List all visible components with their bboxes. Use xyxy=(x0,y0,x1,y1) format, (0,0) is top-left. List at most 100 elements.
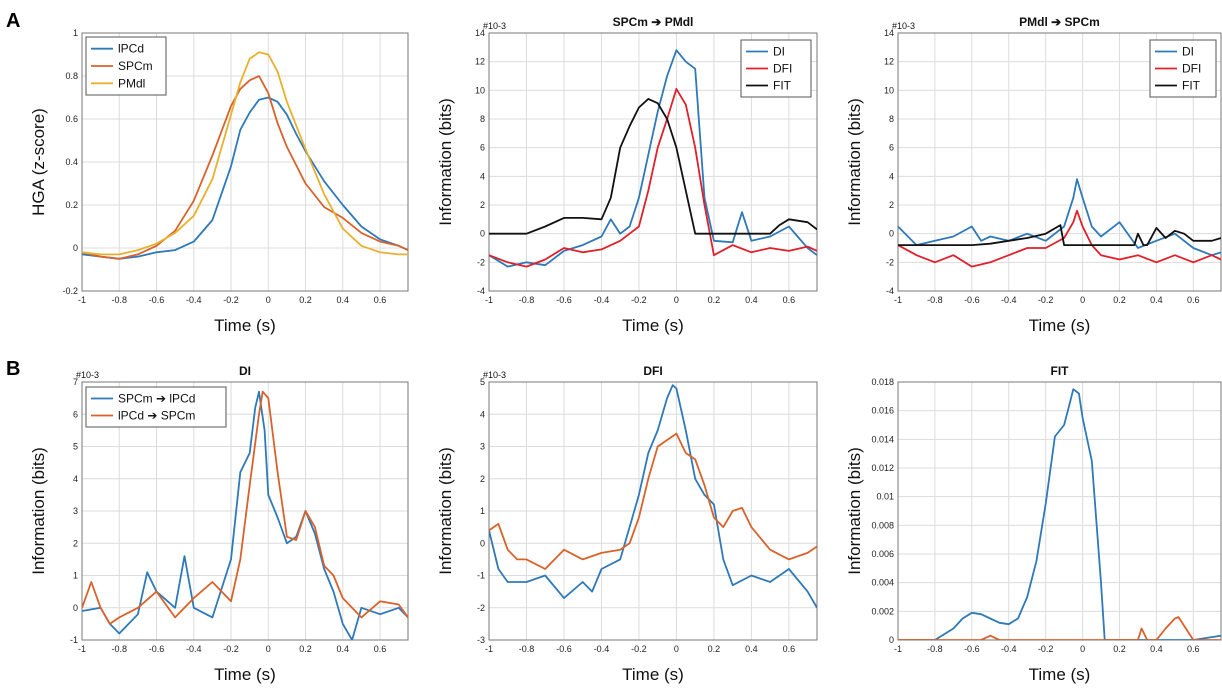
chart-title: FIT xyxy=(1051,364,1070,378)
y-tick-label: 0 xyxy=(889,635,894,645)
legend-entry: lPCd ➔ SPCm xyxy=(118,409,195,423)
y-tick-label: 4 xyxy=(480,171,485,181)
y-tick-label: 4 xyxy=(889,171,894,181)
series-line-2 xyxy=(898,224,1221,246)
series-line-2 xyxy=(82,51,408,256)
plot-frame xyxy=(81,381,409,641)
x-tick-label: 0 xyxy=(266,644,271,654)
x-tick-label: 0.4 xyxy=(337,644,350,654)
y-tick-label: 0.01 xyxy=(876,492,894,502)
series-line-0 xyxy=(82,390,408,640)
y-tick-label: 0.8 xyxy=(65,71,78,81)
y-tick-label: 0 xyxy=(889,229,894,239)
y-tick-label: 0.6 xyxy=(65,114,78,124)
y-tick-label: -2 xyxy=(886,257,894,267)
axis-scale-note: #10-3 xyxy=(483,370,506,380)
x-tick-label: -1 xyxy=(894,295,902,305)
series-line-1 xyxy=(898,209,1221,268)
x-axis-label: Time (s) xyxy=(622,665,684,684)
chart-title: PMdl ➔ SPCm xyxy=(1019,15,1100,29)
x-axis-label: Time (s) xyxy=(214,665,276,684)
y-tick-label: 6 xyxy=(889,143,894,153)
chart-panel-3: -1 -0.8 -0.6 -0.4 -0.2 0 0.2 0.4 0.6 -1 0 1 2 3 4 5 6 7 DI… xyxy=(29,364,409,684)
y-tick-label: 10 xyxy=(884,85,894,95)
x-tick-label: -0.2 xyxy=(1038,644,1054,654)
y-tick-label: 14 xyxy=(475,28,485,38)
x-tick-label: -0.8 xyxy=(927,644,943,654)
chart-panel-2: -1 -0.8 -0.6 -0.4 -0.2 0 0.2 0.4 0.6 -4 -2 0 2 4 6 8 10 1… xyxy=(845,15,1222,335)
y-tick-label: -4 xyxy=(886,286,894,296)
series-line-0 xyxy=(489,384,817,609)
x-tick-label: -0.8 xyxy=(927,295,943,305)
chart-title: DI xyxy=(239,364,251,378)
x-tick-label: -1 xyxy=(78,644,86,654)
x-tick-label: -0.4 xyxy=(186,644,202,654)
plot-frame xyxy=(488,32,818,292)
x-tick-label: 0.6 xyxy=(783,644,796,654)
series-line-0 xyxy=(489,49,817,268)
axis-scale-note: #10-3 xyxy=(76,370,99,380)
y-axis-label: Information (bits) xyxy=(436,447,455,575)
x-tick-label: 0.4 xyxy=(1150,644,1163,654)
y-axis-label: Information (bits) xyxy=(845,98,864,226)
y-tick-label: 0.014 xyxy=(871,434,894,444)
x-tick-label: -0.6 xyxy=(964,295,980,305)
y-tick-label: 0 xyxy=(73,603,78,613)
y-tick-label: -2 xyxy=(477,257,485,267)
chart-panel-5: -1 -0.8 -0.6 -0.4 -0.2 0 0.2 0.4 0.6 0 0.002 0.004 0… xyxy=(845,364,1222,684)
x-tick-label: 0.2 xyxy=(299,644,312,654)
x-tick-label: -0.2 xyxy=(631,644,647,654)
y-tick-label: 2 xyxy=(480,474,485,484)
y-tick-label: 4 xyxy=(73,474,78,484)
legend-entry: FIT xyxy=(1182,79,1201,93)
x-tick-label: 0.4 xyxy=(745,295,758,305)
y-tick-label: 0.008 xyxy=(871,520,894,530)
y-tick-label: 2 xyxy=(480,200,485,210)
x-tick-label: -0.6 xyxy=(149,644,165,654)
x-tick-label: -0.8 xyxy=(519,295,535,305)
y-tick-label: 0.016 xyxy=(871,406,894,416)
x-tick-label: -1 xyxy=(485,295,493,305)
series-line-1 xyxy=(898,616,1221,640)
y-tick-label: 0.018 xyxy=(871,377,894,387)
legend-entry: SPCm ➔ lPCd xyxy=(118,392,195,406)
legend-entry: DI xyxy=(1182,45,1194,59)
x-tick-label: -0.2 xyxy=(223,295,239,305)
y-tick-label: 6 xyxy=(480,143,485,153)
chart-title: SPCm ➔ PMdl xyxy=(613,15,694,29)
y-tick-label: 1 xyxy=(73,28,78,38)
y-tick-label: 5 xyxy=(73,442,78,452)
x-tick-label: 0.2 xyxy=(708,295,721,305)
y-tick-label: 7 xyxy=(73,377,78,387)
x-tick-label: -0.6 xyxy=(556,295,572,305)
x-axis-label: Time (s) xyxy=(1029,316,1091,335)
chart-panel-1: -1 -0.8 -0.6 -0.4 -0.2 0 0.2 0.4 0.6 -4 -2 0 2 4 6 8 10 1… xyxy=(436,15,818,335)
x-tick-label: 0 xyxy=(1080,644,1085,654)
y-tick-label: -2 xyxy=(477,603,485,613)
y-tick-label: -4 xyxy=(477,286,485,296)
y-tick-label: 12 xyxy=(884,57,894,67)
axis-scale-note: #10-3 xyxy=(483,21,506,31)
x-tick-label: 0 xyxy=(266,295,271,305)
y-tick-label: 0 xyxy=(73,243,78,253)
series-line-1 xyxy=(82,390,408,625)
x-tick-label: -0.6 xyxy=(556,644,572,654)
x-tick-label: -1 xyxy=(894,644,902,654)
y-tick-label: 0 xyxy=(480,229,485,239)
x-tick-label: 0.4 xyxy=(745,644,758,654)
x-tick-label: -0.2 xyxy=(1038,295,1054,305)
plot-area xyxy=(897,381,1222,641)
x-tick-label: 0.2 xyxy=(1113,295,1126,305)
series-line-0 xyxy=(898,178,1221,257)
x-tick-label: -0.8 xyxy=(111,644,127,654)
chart-panel-0: -1 -0.8 -0.6 -0.4 -0.2 0 0.2 0.4 0.6 -0.2 0 0.2 0.4 0… xyxy=(29,28,409,335)
y-tick-label: 3 xyxy=(480,442,485,452)
y-axis-label: HGA (z-score) xyxy=(29,108,48,216)
chart-panel-4: -1 -0.8 -0.6 -0.4 -0.2 0 0.2 0.4 0.6 -3 -2 -1 0 1 2 3 4 5… xyxy=(436,364,818,684)
y-tick-label: 0.012 xyxy=(871,463,894,473)
legend-entry: FIT xyxy=(773,79,792,93)
y-tick-label: 3 xyxy=(73,506,78,516)
series-line-1 xyxy=(489,432,817,570)
y-tick-label: 0.002 xyxy=(871,606,894,616)
x-tick-label: -0.8 xyxy=(519,644,535,654)
